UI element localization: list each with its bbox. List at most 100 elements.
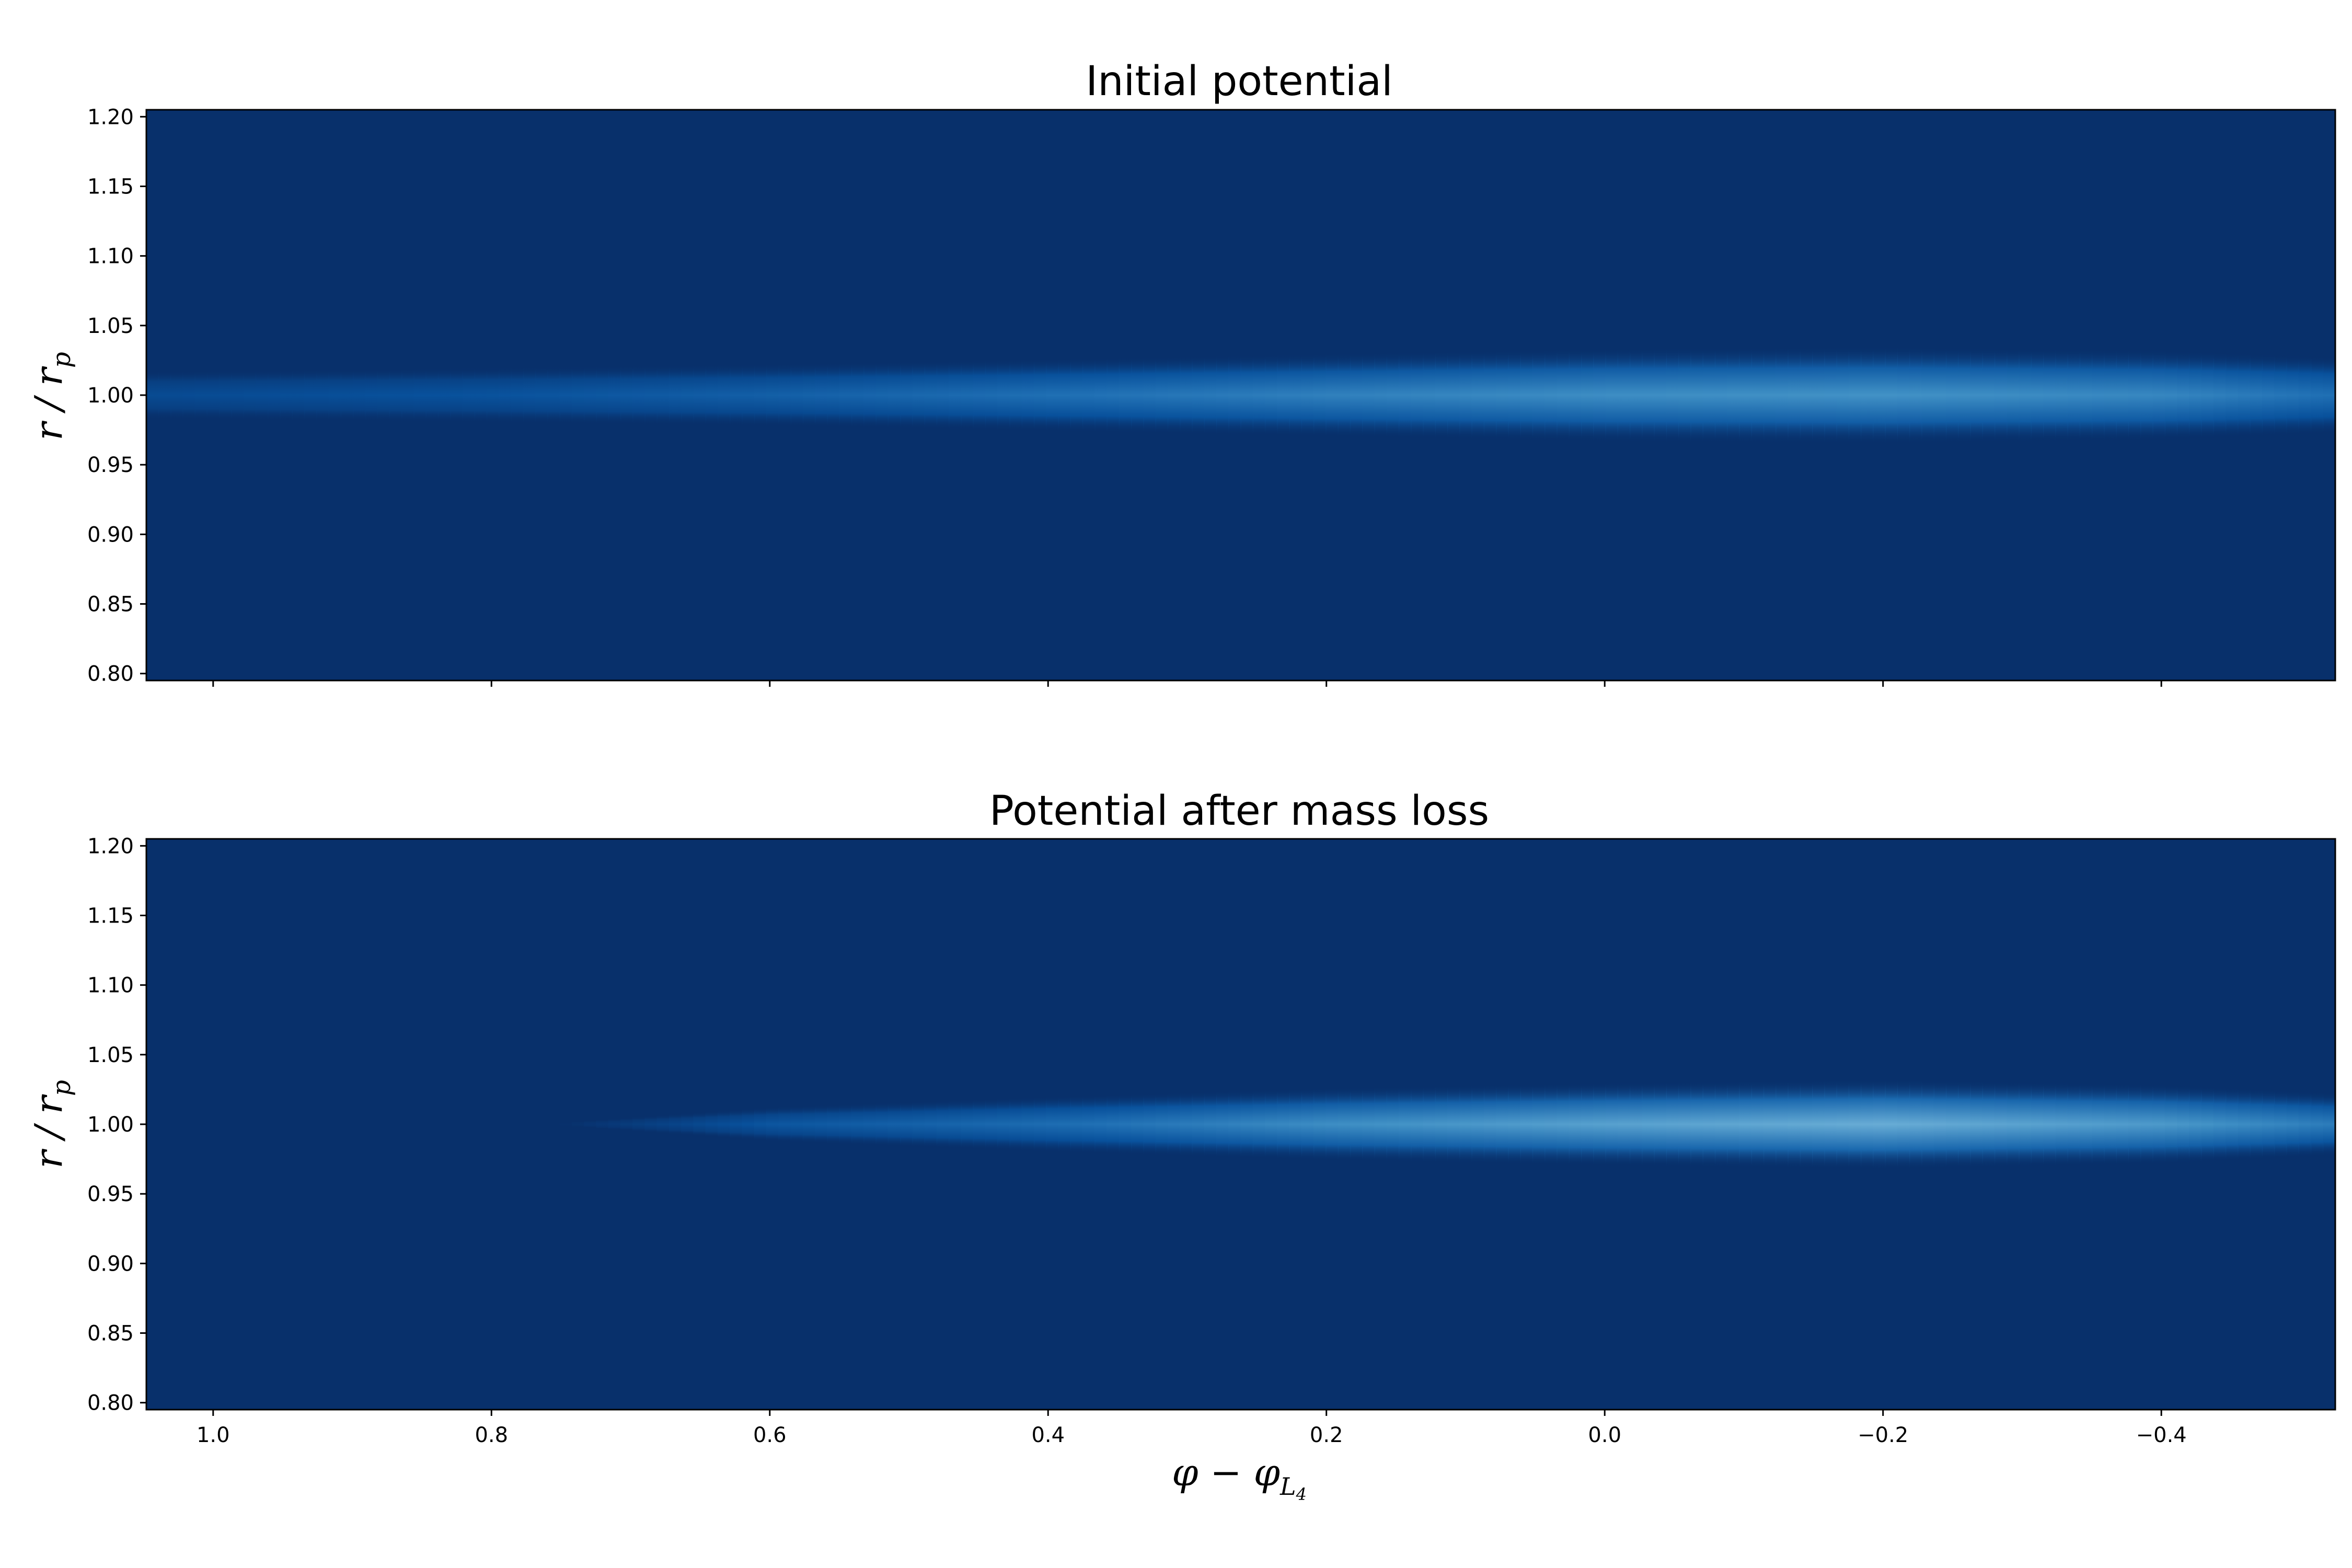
heatmap-cell — [2116, 349, 2129, 441]
heatmap-cell — [1909, 1079, 1922, 1169]
heatmap-cell — [1021, 1097, 1035, 1151]
heatmap-cell — [1009, 359, 1022, 431]
heatmap-cell — [1532, 1083, 1546, 1165]
chart-title: Initial potential — [1086, 58, 1393, 105]
heatmap-cell — [292, 369, 305, 421]
heatmap-cell — [705, 1111, 719, 1137]
y-tick-label: 0.95 — [87, 1182, 134, 1206]
heatmap-cell — [2067, 1082, 2081, 1166]
heatmap-cell — [1994, 1081, 2008, 1168]
heatmap-cell — [644, 365, 658, 425]
heatmap-cell — [340, 368, 354, 422]
heatmap-cell — [839, 1104, 852, 1145]
heatmap-cell — [802, 363, 816, 428]
heatmap-cell — [2274, 354, 2287, 436]
heatmap-cell — [1033, 1097, 1047, 1152]
heatmap-cell — [1131, 1093, 1144, 1155]
heatmap-cell — [486, 367, 500, 423]
heatmap-cell — [559, 1122, 573, 1127]
heatmap-cell — [2177, 351, 2190, 440]
heatmap-cell — [1739, 347, 1752, 443]
y-tick-label: 1.10 — [87, 245, 134, 269]
heatmap-cell — [2007, 348, 2020, 443]
heatmap-cell — [949, 1100, 962, 1149]
heatmap-cell — [1569, 349, 1582, 442]
heatmap-cell — [2286, 355, 2299, 435]
heatmap-cell — [2286, 1091, 2299, 1158]
heatmap-cell — [875, 362, 889, 429]
heatmap-cell — [2055, 1082, 2068, 1167]
heatmap-cell — [1763, 347, 1777, 443]
heatmap-cell — [949, 360, 962, 430]
heatmap-cell — [1033, 359, 1047, 432]
heatmap-cell — [827, 1104, 840, 1144]
heatmap-cell — [1873, 346, 1886, 444]
heatmap-cell — [2055, 349, 2068, 442]
y-tick-label: 1.15 — [87, 175, 134, 199]
heatmap-cell — [1180, 1092, 1193, 1157]
heatmap-cell — [681, 1113, 694, 1136]
heatmap-cell — [1192, 355, 1205, 435]
heatmap-cell — [316, 368, 329, 422]
heatmap-cell — [1192, 1091, 1205, 1157]
heatmap-cell — [887, 1102, 901, 1147]
heatmap-cell — [1994, 348, 2008, 443]
heatmap-cell — [1557, 1083, 1570, 1166]
heatmap-cell — [2164, 1085, 2178, 1164]
y-tick-label: 1.05 — [87, 1043, 134, 1067]
heatmap-cell — [2201, 351, 2215, 439]
y-tick-label: 0.85 — [87, 593, 134, 617]
heatmap-cell — [2213, 1087, 2227, 1161]
heatmap-cell — [961, 1099, 974, 1149]
y-tick-label: 1.15 — [87, 904, 134, 928]
heatmap-cell — [851, 1103, 864, 1145]
heatmap-cell — [1873, 1079, 1886, 1170]
x-axis-ticks: 1.0 0.8 0.6 0.4 0.2 0.0 −0.2 −0.4 — [197, 1410, 2187, 1447]
heatmap-cell — [1751, 1080, 1765, 1168]
heatmap-cell — [2007, 1081, 2020, 1167]
heatmap-cell — [1751, 347, 1765, 443]
heatmap-cell — [2152, 1084, 2165, 1165]
heatmap-cell — [2213, 352, 2227, 439]
heatmap-cell — [547, 366, 560, 424]
heatmap-cell — [1848, 1079, 1862, 1169]
heatmap-cell — [255, 370, 269, 421]
y-tick-label: 0.90 — [87, 523, 134, 547]
heatmap-cell — [668, 365, 682, 425]
heatmap-cell — [1630, 348, 1643, 443]
heatmap-cell — [280, 369, 293, 421]
heatmap-cell — [1861, 346, 1874, 444]
heatmap-cell — [802, 1105, 816, 1144]
heatmap-cell — [1982, 1081, 1996, 1168]
heatmap-cell — [2031, 1081, 2044, 1167]
heatmap-cell — [1435, 1085, 1448, 1163]
heatmap-cell — [1350, 353, 1363, 437]
heatmap-cell — [1386, 352, 1400, 439]
heatmap-cell — [778, 363, 791, 427]
heatmap-cell — [936, 360, 950, 430]
heatmap-cell — [681, 365, 694, 425]
heatmap-cell — [1204, 355, 1217, 435]
x-axis-label: φ − φL4 — [1172, 1450, 1307, 1504]
heatmap-cell — [1605, 348, 1618, 442]
heatmap-cell — [158, 371, 171, 420]
heatmap-cell — [2019, 1081, 2032, 1167]
heatmap-cell — [1824, 347, 1837, 444]
heatmap-cell — [2201, 1086, 2215, 1162]
heatmap-cell — [815, 1105, 828, 1144]
heatmap-cell — [1666, 348, 1679, 443]
heatmap-cell — [243, 370, 257, 421]
heatmap-cell — [1800, 1080, 1813, 1169]
heatmap-cell — [1593, 348, 1606, 442]
heatmap-cell — [2164, 350, 2178, 440]
heatmap-cell — [2128, 1083, 2141, 1165]
heatmap-cell — [1702, 347, 1716, 443]
heatmap-cell — [596, 1119, 609, 1129]
heatmap-cell — [2043, 348, 2056, 442]
heatmap-cell — [1167, 1092, 1181, 1156]
heatmap-cell — [1374, 1087, 1387, 1162]
heatmap-cell — [413, 368, 426, 422]
heatmap-cell — [1265, 1089, 1278, 1159]
heatmap-cell — [1277, 354, 1290, 436]
heatmap-cell — [2177, 1085, 2190, 1163]
